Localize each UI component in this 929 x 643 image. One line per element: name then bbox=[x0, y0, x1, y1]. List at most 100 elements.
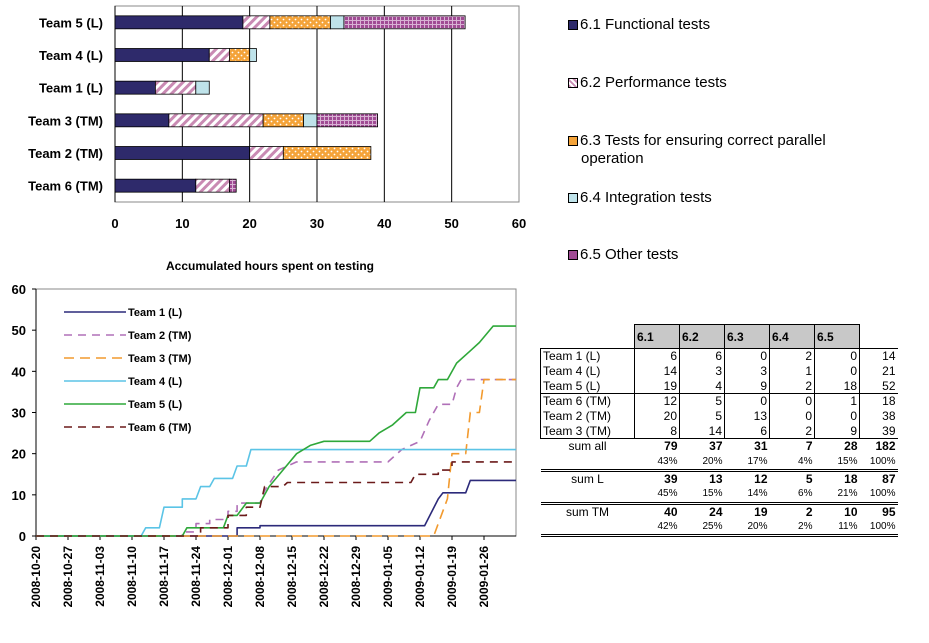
x-tick-label: 2008-11-10 bbox=[125, 546, 139, 607]
x-tick-label: 2008-12-22 bbox=[317, 546, 331, 608]
y-tick-label: 30 bbox=[12, 406, 26, 421]
percent-cell: 25% bbox=[679, 518, 725, 537]
x-tick-label: 20 bbox=[242, 216, 256, 231]
percent-cell: 14% bbox=[747, 488, 768, 500]
sum-total: 95 bbox=[859, 501, 898, 519]
table-row: Team 4 (L) 14 3 3 1 0 21 bbox=[540, 363, 898, 379]
legend-label: Team 4 (L) bbox=[128, 376, 183, 388]
x-tick-label: 2009-01-05 bbox=[381, 546, 395, 608]
bar-segment bbox=[343, 15, 466, 30]
legend-label: 6.3 Tests for ensuring correct parallel bbox=[580, 132, 826, 149]
table-cell: 1 bbox=[814, 393, 860, 409]
table-cell: 14 bbox=[679, 423, 725, 439]
table-corner bbox=[860, 325, 898, 349]
table-cell: 2 bbox=[769, 423, 815, 439]
x-tick-label: 2008-12-29 bbox=[349, 546, 363, 608]
table-row: Team 1 (L) 6 6 0 2 0 14 bbox=[540, 348, 898, 364]
x-tick-label: 50 bbox=[444, 216, 458, 231]
percent-cell: 42% bbox=[634, 518, 680, 537]
table-cell: 5 bbox=[679, 408, 725, 424]
row-label: Team 5 (L) bbox=[540, 378, 635, 394]
sum-total: 182 bbox=[875, 439, 896, 454]
series-line bbox=[36, 378, 516, 537]
row-label: Team 6 (TM) bbox=[540, 393, 635, 409]
legend-item-parallel: 6.3 Tests for ensuring correct parallel … bbox=[568, 132, 898, 168]
category-label: Team 4 (L) bbox=[39, 48, 103, 63]
x-tick-label: 2009-01-12 bbox=[413, 546, 427, 608]
table-cell: 4 bbox=[679, 378, 725, 394]
legend-label: 6.2 Performance tests bbox=[580, 74, 727, 91]
legend-swatch bbox=[568, 136, 578, 146]
table-cell: 0 bbox=[814, 363, 860, 379]
percent-row: 45% 15% 14% 6% 21% 100% bbox=[541, 486, 898, 503]
sum-cell: 28 bbox=[844, 439, 858, 454]
row-total: 21 bbox=[859, 363, 898, 379]
y-tick-label: 0 bbox=[19, 529, 26, 544]
table-cell: 5 bbox=[679, 393, 725, 409]
x-tick-label: 2008-11-03 bbox=[93, 546, 107, 607]
table-cell: 3 bbox=[679, 363, 725, 379]
table-row: Team 3 (TM) 8 14 6 2 9 39 bbox=[540, 423, 898, 439]
sum-cell: 19 bbox=[724, 501, 770, 519]
plot-area bbox=[35, 288, 517, 537]
legend-label: Team 1 (L) bbox=[128, 307, 183, 319]
table-cell: 14 bbox=[634, 363, 680, 379]
x-tick-label: 2008-10-27 bbox=[61, 546, 75, 608]
legend-item-other: 6.5 Other tests bbox=[568, 246, 898, 264]
table-cell: 0 bbox=[769, 393, 815, 409]
series-line bbox=[36, 479, 516, 537]
x-tick-label: 40 bbox=[377, 216, 391, 231]
category-label: Team 1 (L) bbox=[39, 81, 103, 96]
x-tick-label: 2008-12-01 bbox=[221, 546, 235, 608]
table-cell: 0 bbox=[724, 393, 770, 409]
table-header-row: 6.1 6.2 6.3 6.4 6.5 bbox=[541, 324, 898, 349]
table-cell: 6 bbox=[634, 348, 680, 364]
sum-row: sum all 79 37 31 7 28 182 bbox=[541, 439, 898, 454]
x-tick-label: 0 bbox=[111, 216, 118, 231]
table-row: Team 2 (TM) 20 5 13 0 0 38 bbox=[540, 408, 898, 424]
legend-item-performance: 6.2 Performance tests bbox=[568, 74, 898, 92]
sum-cell: 10 bbox=[814, 501, 860, 519]
chart-title: Accumulated hours spent on testing bbox=[166, 259, 374, 273]
percent-cell: 15% bbox=[837, 455, 858, 467]
table-row: Team 5 (L) 19 4 9 2 18 52 bbox=[540, 378, 898, 394]
x-tick-label: 2008-11-24 bbox=[189, 546, 203, 607]
percent-cell: 15% bbox=[702, 488, 723, 500]
sum-label: sum all bbox=[568, 439, 607, 454]
row-label: Team 2 (TM) bbox=[540, 408, 635, 424]
table-cell: 9 bbox=[724, 378, 770, 394]
table-cell: 20 bbox=[634, 408, 680, 424]
percent-cell: 4% bbox=[798, 455, 813, 467]
column-header: 6.2 bbox=[679, 324, 725, 349]
sum-cell: 7 bbox=[805, 439, 813, 454]
sum-label: sum L bbox=[540, 469, 635, 486]
table-cell: 0 bbox=[724, 348, 770, 364]
percent-cell: 45% bbox=[657, 488, 678, 500]
legend-label-cont: operation bbox=[581, 150, 644, 167]
sum-cell: 5 bbox=[769, 469, 815, 486]
bar-segment bbox=[249, 48, 257, 62]
y-tick-label: 60 bbox=[12, 282, 26, 297]
table-cell: 0 bbox=[814, 408, 860, 424]
percent-label bbox=[540, 518, 635, 537]
category-label: Team 3 (TM) bbox=[28, 113, 103, 128]
percent-cell: 43% bbox=[657, 455, 678, 467]
percent-row: 42% 25% 20% 2% 11% 100% bbox=[540, 518, 898, 537]
table-cell: 18 bbox=[814, 378, 860, 394]
sum-cell: 12 bbox=[724, 469, 770, 486]
y-tick-label: 50 bbox=[12, 323, 26, 338]
row-label: Team 3 (TM) bbox=[540, 423, 635, 439]
percent-total: 100% bbox=[869, 455, 896, 467]
table-cell: 2 bbox=[769, 378, 815, 394]
hours-table: 6.1 6.2 6.3 6.4 6.5 Team 1 (L) 6 6 0 2 0 14 Team 4 (… bbox=[540, 324, 898, 537]
table-cell: 12 bbox=[634, 393, 680, 409]
sum-row: sum L 39 13 12 5 18 87 bbox=[540, 469, 898, 486]
bar-segment bbox=[316, 113, 378, 128]
x-tick-label: 2008-11-17 bbox=[157, 546, 171, 607]
percent-cell: 20% bbox=[724, 518, 770, 537]
series-line bbox=[36, 378, 516, 537]
column-header: 6.5 bbox=[814, 324, 860, 349]
table-cell: 19 bbox=[634, 378, 680, 394]
x-tick-label: 2008-12-15 bbox=[285, 546, 299, 608]
